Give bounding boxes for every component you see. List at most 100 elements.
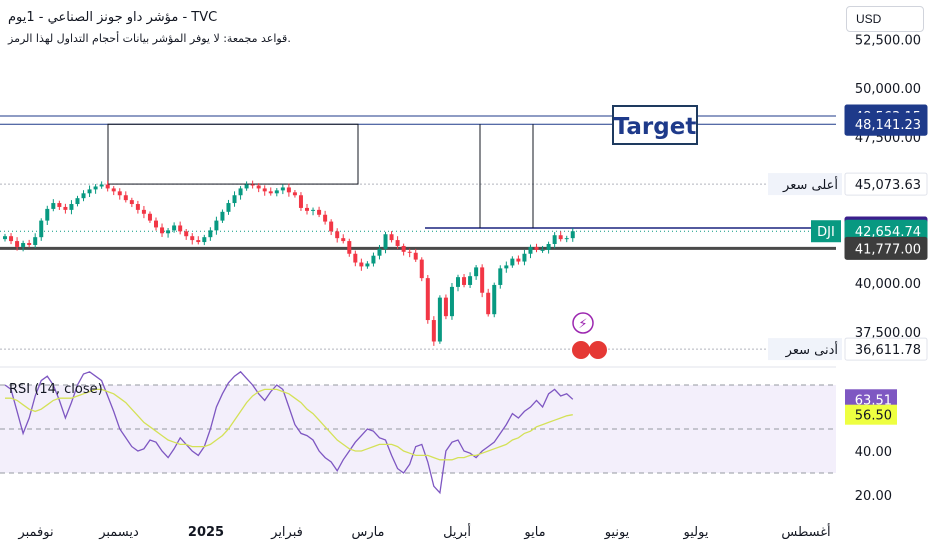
candle-body (546, 244, 551, 250)
candle-body (172, 225, 177, 231)
price-tag (844, 236, 928, 260)
candle-body (184, 231, 189, 237)
candle-body (196, 240, 201, 243)
candle-body (33, 237, 38, 245)
price-side-label-bg (768, 173, 842, 196)
candle-body (329, 221, 334, 232)
candle-body (359, 262, 364, 267)
candle-body (21, 243, 26, 247)
candle-body (208, 230, 213, 238)
candle-body (498, 268, 503, 285)
candle-body (365, 263, 370, 267)
candle-body (3, 236, 7, 240)
candle-body (39, 220, 44, 238)
candle-body (238, 188, 243, 196)
candle-body (480, 267, 485, 293)
rsi-axis-tick: 40.00 (855, 445, 892, 460)
candle-body (335, 231, 340, 239)
candle-body (413, 252, 418, 260)
candle-body (311, 209, 316, 211)
candle-body (486, 292, 491, 315)
rsi-line (4, 370, 574, 495)
candle-body (81, 193, 86, 199)
price-tag (844, 337, 928, 361)
time-axis-label: يوليو (683, 525, 709, 540)
symbol-tag-text: DJI (817, 225, 835, 240)
price-tag-text: 36,611.78 (855, 343, 921, 358)
candle-body (407, 251, 412, 253)
time-axis-label: نوفمبر (17, 525, 53, 540)
candle-body (286, 187, 291, 193)
candle-body (226, 203, 231, 212)
time-axis-label: أغسطس (781, 523, 830, 540)
candle-body (166, 230, 171, 234)
candle-body (534, 246, 539, 250)
candle-body (323, 214, 328, 222)
candle-body (280, 187, 285, 191)
candle-body (419, 259, 424, 279)
candle-body (317, 209, 322, 215)
candle-body (123, 195, 128, 201)
time-axis-label: يونيو (604, 525, 630, 540)
candle-body (456, 277, 460, 287)
candle-body (57, 203, 62, 207)
candle-body (87, 189, 92, 194)
candle-body (111, 188, 116, 192)
candle-body (190, 236, 195, 241)
candle-body (268, 191, 273, 194)
candle-body (178, 225, 183, 232)
candle-body (377, 248, 382, 256)
candle-body (431, 320, 436, 342)
chart-title: مؤشر داو جونز الصناعي - 1يوم - TVC (8, 10, 218, 25)
candle-body (129, 200, 134, 205)
candle-body (75, 198, 80, 205)
time-axis-label: ديسمبر (98, 525, 139, 540)
candle-body (298, 195, 303, 208)
us-flag-icon (572, 341, 590, 359)
candle-body (443, 297, 448, 317)
candle-body (383, 234, 388, 249)
price-tag (844, 112, 928, 136)
candle-body (141, 209, 146, 214)
candle-body (15, 241, 20, 247)
rsi-axis-tick: 20.00 (855, 489, 892, 504)
candle-body (353, 253, 358, 263)
candle-body (564, 238, 569, 240)
price-tag (844, 172, 928, 196)
price-side-label-bg (768, 338, 842, 361)
candle-body (468, 276, 473, 285)
target-annotation-box (612, 105, 698, 145)
candle-body (69, 204, 74, 210)
price-tag-text: 45,073.63 (855, 178, 921, 193)
time-axis-label: مارس (351, 525, 384, 540)
candle-body (160, 227, 165, 234)
candle-body (244, 184, 249, 189)
candle-body (395, 240, 400, 246)
candle-body (99, 184, 104, 187)
candle-body (449, 286, 454, 317)
currency-selector[interactable]: USD (846, 6, 924, 32)
candle-body (154, 220, 158, 228)
event-flash-icon (572, 312, 594, 334)
price-side-label: أعلى سعر (782, 176, 838, 193)
chart-subtitle: قواعد مجمعة: لا يوفر المؤشر بيانات أحجام… (8, 32, 291, 45)
candle-body (117, 191, 122, 196)
symbol-tag (811, 220, 841, 243)
candle-body (250, 184, 255, 186)
candle-body (147, 213, 152, 221)
us-flag-icon (589, 341, 607, 359)
candle-body (27, 243, 32, 245)
candle-body (540, 249, 545, 251)
candle-body (371, 255, 376, 264)
candle-body (63, 206, 68, 210)
candle-body (492, 284, 497, 315)
candle-body (528, 246, 533, 254)
rsi-value-tag (845, 389, 897, 410)
candle-body (105, 184, 110, 189)
rsi-value-text: 56.50 (855, 409, 892, 424)
price-tag-text: 41,777.00 (855, 242, 921, 257)
price-axis-tick: 40,000.00 (855, 277, 921, 292)
price-tag-text: 42,654.74 (855, 225, 921, 240)
candle-body (389, 234, 394, 241)
